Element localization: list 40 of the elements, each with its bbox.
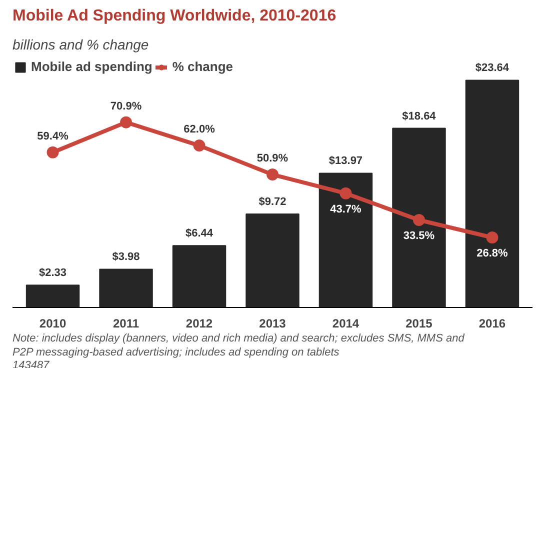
data-label: 26.8%: [476, 248, 508, 260]
data-label: $13.97: [328, 155, 363, 168]
point: [412, 214, 425, 226]
data-label: $2.33: [39, 267, 67, 280]
point: [486, 232, 498, 244]
point: [340, 187, 352, 200]
point: [193, 140, 206, 152]
text: Note: includes display (banners, video and rich media) and search; excludes SMS, MMS and P2P messaging-based advertising; includes ad spending on tablets: [12, 332, 466, 358]
legend-label: % change: [172, 59, 234, 74]
x-tick-label: 2015: [406, 316, 433, 330]
x-tick-label: 2010: [39, 316, 66, 330]
point: [46, 146, 59, 158]
bar: [392, 128, 446, 308]
x-tick-label: 2011: [113, 316, 140, 330]
x-tick-label: 2016: [478, 316, 506, 330]
x-tick-label: 2012: [186, 316, 213, 330]
data-label: $6.44: [185, 228, 214, 240]
data-label: 59.4%: [37, 130, 69, 142]
data-label: $18.64: [402, 110, 437, 122]
data-label: 62.0%: [184, 124, 216, 136]
chart-subtitle: billions and % change: [12, 36, 149, 52]
x-tick-label: 2014: [332, 316, 360, 330]
legend-label: Mobile ad spending: [31, 59, 152, 74]
bar: [26, 284, 80, 308]
bar: [318, 172, 373, 308]
x-tick-label: 2013: [259, 316, 286, 330]
chart-title: Mobile Ad Spending Worldwide, 2010-2016: [12, 8, 336, 24]
point: [120, 116, 132, 128]
data-label: $9.72: [258, 196, 286, 208]
bar: [99, 268, 153, 308]
bar: [465, 80, 520, 308]
point: [266, 168, 278, 181]
data-label: 33.5%: [403, 230, 435, 242]
bar: [172, 245, 226, 308]
data-label: 70.9%: [110, 100, 142, 112]
data-label: $23.64: [475, 62, 510, 74]
data-label: $3.98: [112, 251, 140, 264]
data-label: 50.9%: [256, 152, 288, 165]
data-label: 43.7%: [330, 203, 362, 216]
bar: [246, 214, 300, 308]
